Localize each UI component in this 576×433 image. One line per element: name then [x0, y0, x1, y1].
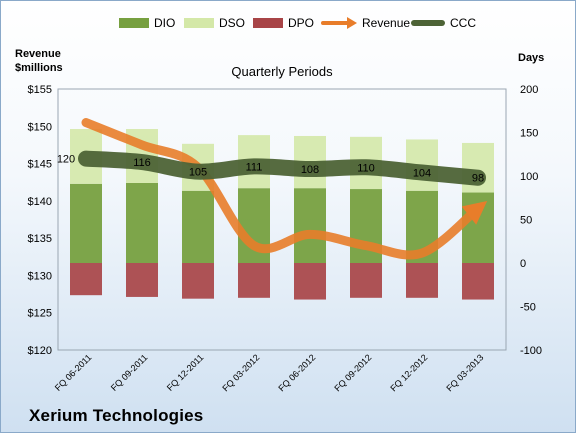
y2-tick-label: 0: [520, 258, 526, 270]
legend-item-dso: DSO: [184, 15, 245, 31]
bar-dpo: [294, 263, 326, 300]
legend-label-dpo: DPO: [288, 16, 315, 30]
x-tick-label: FQ 06-2012: [276, 352, 317, 393]
x-tick-label: FQ 09-2011: [109, 352, 150, 393]
bar-dio: [182, 190, 214, 263]
ccc-data-label: 105: [189, 167, 207, 179]
bar-dio: [462, 192, 494, 263]
legend-swatch-dpo: [253, 18, 283, 28]
y-tick-label: $150: [28, 121, 52, 133]
legend: DIO DSO DPO Revenue CCC: [1, 15, 575, 31]
ccc-data-label: 110: [357, 162, 375, 174]
legend-swatch-ccc: [411, 20, 445, 26]
ccc-data-label: 108: [301, 164, 319, 176]
legend-label-dio: DIO: [154, 16, 176, 30]
ccc-data-label: 116: [133, 157, 151, 169]
chart-title: Quarterly Periods: [231, 64, 333, 79]
legend-arrow-icon: [321, 17, 357, 29]
bar-dpo: [182, 263, 214, 299]
x-tick-label: FQ 06-2011: [53, 352, 94, 393]
y-tick-label: $130: [28, 270, 52, 282]
y-axis-title-revenue: Revenue $millions: [15, 48, 63, 74]
y2-tick-label: 200: [520, 84, 538, 96]
y-axis-title-days: Days: [518, 52, 545, 64]
y2-tick-label: 150: [520, 128, 538, 140]
company-name: Xerium Technologies: [29, 406, 204, 425]
ccc-data-label: 111: [246, 161, 263, 173]
revenue-line: [81, 118, 488, 260]
y-tick-label: $155: [28, 84, 52, 96]
legend-item-revenue: Revenue: [321, 15, 410, 31]
x-tick-label: FQ 03-2012: [220, 352, 261, 393]
y-tick-label: $125: [28, 308, 52, 320]
bar-dpo: [350, 263, 382, 298]
bar-dio: [126, 182, 158, 263]
bar-dpo: [462, 263, 494, 300]
y2-tick-label: -100: [520, 345, 542, 357]
legend-item-dpo: DPO: [253, 15, 314, 31]
y-tick-label: $120: [28, 345, 52, 357]
bar-dpo: [238, 263, 270, 298]
y-tick-label: $135: [28, 233, 52, 245]
legend-swatch-dio: [119, 18, 149, 28]
legend-swatch-dso: [184, 18, 214, 28]
legend-item-dio: DIO: [119, 15, 175, 31]
ccc-data-label: 120: [57, 154, 75, 166]
x-tick-label: FQ 09-2012: [332, 352, 373, 393]
bar-dio: [294, 188, 326, 263]
x-tick-label: FQ 12-2011: [165, 352, 206, 393]
y-tick-label: $145: [28, 159, 52, 171]
bar-dpo: [126, 263, 158, 297]
legend-label-ccc: CCC: [450, 16, 476, 30]
legend-item-ccc: CCC: [411, 15, 476, 31]
bar-dpo: [70, 263, 102, 296]
y2-tick-label: -50: [520, 302, 536, 314]
plot-area: [57, 88, 507, 351]
legend-label-revenue: Revenue: [362, 16, 411, 30]
bar-dio: [70, 183, 102, 263]
y2-tick-label: 100: [520, 171, 538, 183]
ccc-line: [78, 150, 486, 186]
legend-label-dso: DSO: [219, 16, 246, 30]
y-tick-label: $140: [28, 196, 52, 208]
x-tick-label: FQ 03-2013: [444, 352, 485, 393]
ccc-data-label: 98: [472, 173, 484, 185]
bar-dpo: [406, 263, 438, 298]
ccc-data-label: 104: [413, 168, 431, 180]
x-tick-label: FQ 12-2012: [388, 352, 429, 393]
y2-tick-label: 50: [520, 215, 532, 227]
